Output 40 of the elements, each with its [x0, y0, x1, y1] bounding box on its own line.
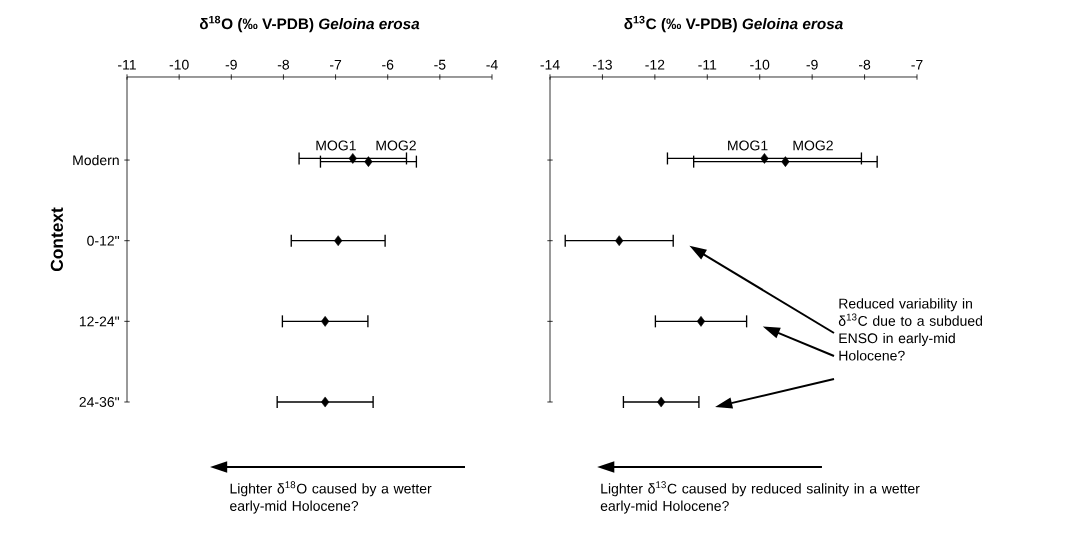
- point: [781, 156, 790, 167]
- chart-title: δ$^{13}$C (‰ V-PDB) Geloina erosa: [624, 15, 843, 33]
- x-tick-label: -6: [382, 59, 394, 70]
- point: [696, 316, 706, 327]
- series-label: MOG2: [793, 140, 833, 151]
- point: [321, 396, 330, 408]
- x-tick-label: -8: [277, 59, 290, 70]
- point: [321, 316, 330, 327]
- point: [334, 235, 343, 247]
- y-tick-label: 24-36": [79, 397, 120, 407]
- y-tick-label: Modern: [73, 154, 119, 166]
- x-tick-label: -5: [434, 59, 446, 70]
- series-label: MOG2: [376, 140, 416, 151]
- x-tick-label: -11: [118, 60, 136, 70]
- x-tick-label: -10: [750, 59, 770, 70]
- x-tick-label: -14: [540, 60, 560, 70]
- x-tick-label: -8: [858, 59, 871, 70]
- y-tick-label: 12-24": [79, 316, 120, 327]
- point: [760, 153, 769, 164]
- text: Lighter δ$^{13}$C caused by reduced salinity in a wetter early-mid Holocene?: [600, 481, 920, 514]
- x-tick-label: -10: [169, 59, 189, 70]
- annotation: Reduced variability in δ$^{13}$C due to a subdued ENSO in early-mid Holocene?: [838, 298, 983, 361]
- series-label: MOG1: [316, 140, 356, 151]
- x-tick-label: -7: [911, 60, 923, 70]
- x-tick-label: -11: [698, 60, 717, 70]
- x-tick-label: -4: [486, 60, 498, 70]
- chart-title: δ$^{18}$O (‰ V-PDB) Geloina erosa: [199, 15, 420, 33]
- point: [615, 235, 624, 247]
- y-tick-label: 0-12": [87, 235, 120, 246]
- x-tick-label: -7: [329, 60, 342, 70]
- x-tick-label: -9: [225, 59, 237, 70]
- point: [364, 156, 373, 167]
- series-label: MOG1: [728, 140, 768, 151]
- point: [657, 396, 666, 408]
- y-axis-title: Context: [50, 207, 63, 272]
- point: [348, 153, 357, 164]
- x-tick-label: -13: [592, 59, 612, 70]
- x-tick-label: -9: [806, 59, 818, 70]
- text: Lighter δ$^{18}$O caused by a wetter early-mid Holocene?: [230, 481, 432, 514]
- x-tick-label: -12: [645, 59, 665, 70]
